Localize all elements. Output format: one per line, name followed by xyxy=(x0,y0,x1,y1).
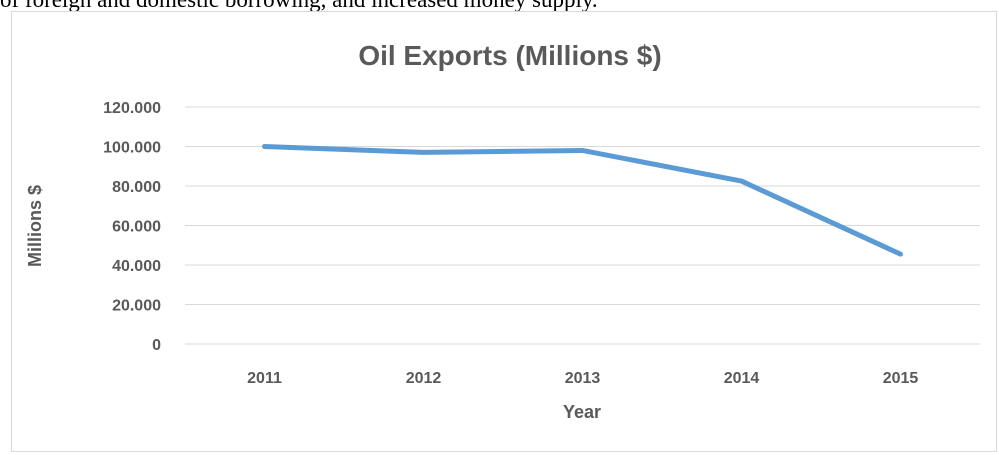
y-tick-label: 20.000 xyxy=(112,298,161,315)
grid-lines xyxy=(185,106,980,345)
y-axis-label: Millions $ xyxy=(25,185,45,267)
x-tick-label: 2012 xyxy=(406,370,442,387)
y-tick-label: 0 xyxy=(152,337,161,354)
document-top-text-line: of foreign and domestic borrowing, and i… xyxy=(0,0,598,11)
series-lines xyxy=(262,144,903,257)
x-tick-labels: 2011 2012 2013 2014 2015 xyxy=(247,370,918,387)
y-tick-label: 40.000 xyxy=(112,258,161,275)
y-tick-label: 120.000 xyxy=(103,100,161,117)
chart-title: Oil Exports (Millions $) xyxy=(358,40,661,71)
x-axis-label: Year xyxy=(563,402,601,422)
x-tick-label: 2014 xyxy=(724,370,760,387)
x-tick-label: 2013 xyxy=(565,370,601,387)
document-top-text: of foreign and domestic borrowing, and i… xyxy=(0,0,999,11)
series-line xyxy=(262,144,903,257)
y-tick-label: 100.000 xyxy=(103,140,161,157)
x-tick-label: 2011 xyxy=(247,370,282,387)
y-tick-label: 80.000 xyxy=(112,179,161,196)
x-tick-label: 2015 xyxy=(883,370,919,387)
y-tick-labels: 0 20.000 40.000 60.000 80.000 100.000 120.000 xyxy=(103,100,161,354)
chart-frame xyxy=(11,11,997,452)
y-tick-label: 60.000 xyxy=(112,219,161,236)
